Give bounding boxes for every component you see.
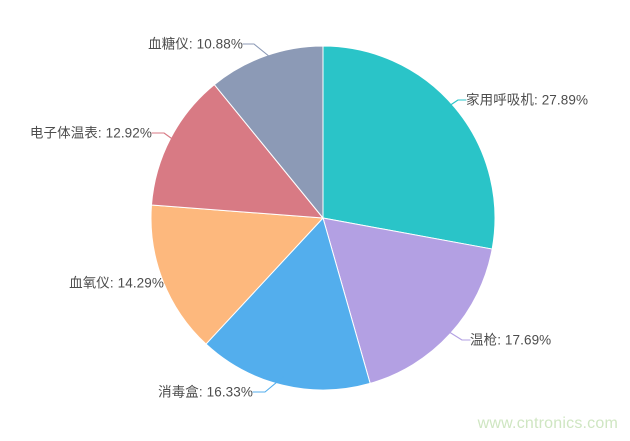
- pie-slice-label: 血氧仪: 14.29%: [69, 275, 164, 291]
- pie-slice[interactable]: [322, 217, 493, 384]
- pie-slice-label: 温枪: 17.69%: [470, 332, 552, 348]
- pie-slices-group: [150, 45, 496, 391]
- pie-slice[interactable]: [205, 217, 371, 391]
- pie-slice-label: 电子体温表: 12.92%: [29, 125, 152, 141]
- watermark-text: www.cntronics.com: [477, 415, 618, 432]
- pie-slice[interactable]: [322, 45, 496, 250]
- pie-slice-label: 消毒盒: 16.33%: [158, 384, 253, 400]
- pie-slice[interactable]: [213, 45, 324, 219]
- pie-leader-lines-group: [151, 43, 471, 393]
- pie-leader-line: [439, 99, 467, 113]
- pie-leader-line: [242, 43, 271, 58]
- pie-leader-line: [151, 132, 183, 147]
- pie-leader-line: [252, 376, 284, 393]
- pie-slice-label: 血糖仪: 10.88%: [148, 36, 243, 52]
- pie-slice-label: 家用呼吸机: 27.89%: [466, 92, 589, 108]
- pie-leader-line: [445, 329, 471, 341]
- pie-leader-line: [163, 272, 188, 284]
- pie-slice[interactable]: [150, 204, 324, 345]
